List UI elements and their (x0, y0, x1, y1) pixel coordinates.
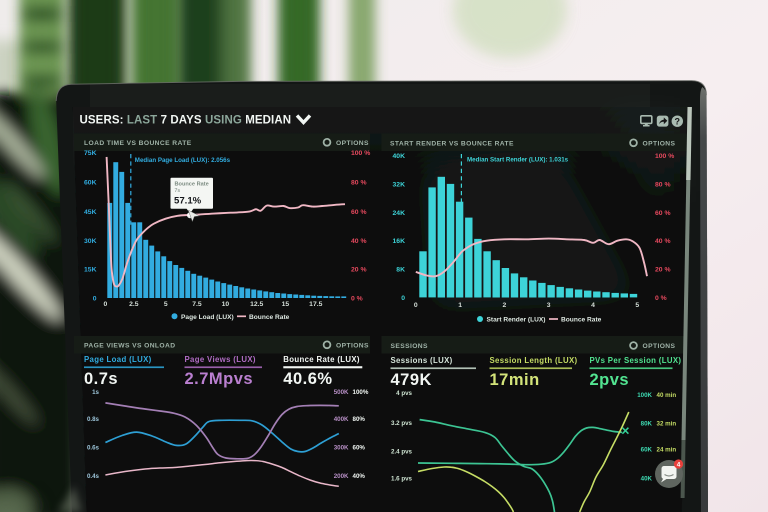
svg-text:60 %: 60 % (351, 209, 367, 216)
svg-text:OPTIONS: OPTIONS (336, 140, 369, 147)
svg-text:OPTIONS: OPTIONS (643, 343, 676, 350)
svg-text:0 %: 0 % (655, 295, 667, 302)
svg-text:0 %: 0 % (351, 296, 363, 303)
svg-text:PVs Per Session (LUX): PVs Per Session (LUX) (590, 356, 682, 365)
svg-text:Page Load (LUX): Page Load (LUX) (84, 355, 152, 364)
svg-text:40%: 40% (353, 473, 366, 480)
svg-text:5: 5 (164, 301, 168, 308)
svg-text:0: 0 (414, 302, 418, 309)
svg-text:2: 2 (503, 302, 507, 309)
svg-text:8K: 8K (396, 267, 405, 274)
svg-text:100%: 100% (353, 389, 369, 396)
svg-text:0: 0 (93, 296, 97, 303)
svg-text:Page Load (LUX): Page Load (LUX) (181, 314, 234, 321)
svg-text:479K: 479K (391, 371, 432, 389)
svg-text:4: 4 (591, 302, 595, 309)
svg-text:7s: 7s (175, 188, 181, 194)
svg-text:3: 3 (547, 302, 551, 309)
svg-text:0.6s: 0.6s (87, 445, 100, 452)
svg-text:17min: 17min (490, 371, 540, 389)
svg-text:24K: 24K (393, 210, 406, 217)
svg-text:0.7s: 0.7s (84, 370, 118, 388)
svg-text:PAGE VIEWS VS ONLOAD: PAGE VIEWS VS ONLOAD (84, 342, 175, 349)
svg-text:Median Page Load (LUX): 2.056s: Median Page Load (LUX): 2.056s (135, 157, 231, 164)
svg-text:1s: 1s (92, 389, 99, 396)
svg-text:5: 5 (635, 302, 639, 309)
svg-text:2pvs: 2pvs (590, 371, 630, 389)
svg-text:20 %: 20 % (351, 267, 367, 274)
svg-text:0.8s: 0.8s (87, 416, 100, 423)
svg-text:15: 15 (282, 301, 290, 308)
svg-text:OPTIONS: OPTIONS (336, 342, 369, 349)
svg-text:30K: 30K (84, 238, 97, 245)
svg-text:SESSIONS: SESSIONS (391, 343, 429, 350)
svg-text:40 %: 40 % (655, 238, 671, 245)
svg-text:40 %: 40 % (351, 238, 367, 245)
svg-text:0: 0 (104, 301, 108, 308)
svg-text:Session Length (LUX): Session Length (LUX) (490, 356, 578, 365)
svg-text:Sessions (LUX): Sessions (LUX) (391, 356, 453, 365)
svg-text:2.4 pvs: 2.4 pvs (391, 448, 413, 455)
svg-text:2.7Mpvs: 2.7Mpvs (185, 370, 254, 388)
svg-text:START RENDER VS BOUNCE RATE: START RENDER VS BOUNCE RATE (390, 140, 514, 147)
svg-text:100 %: 100 % (655, 153, 674, 160)
svg-text:3.2 pvs: 3.2 pvs (391, 420, 413, 427)
svg-text:Page Views (LUX): Page Views (LUX) (185, 355, 256, 364)
svg-text:40K: 40K (393, 153, 406, 160)
svg-text:10: 10 (222, 301, 230, 308)
svg-text:24 min: 24 min (657, 447, 677, 454)
svg-text:OPTIONS: OPTIONS (643, 140, 676, 147)
svg-text:Bounce Rate: Bounce Rate (561, 317, 602, 324)
svg-text:80 %: 80 % (351, 180, 367, 187)
svg-text:32K: 32K (393, 181, 406, 188)
svg-text:40.6%: 40.6% (283, 370, 332, 388)
svg-text:2.5: 2.5 (129, 301, 139, 308)
svg-text:45K: 45K (84, 209, 97, 216)
svg-text:0.4s: 0.4s (87, 473, 100, 480)
svg-text:LOAD TIME VS BOUNCE RATE: LOAD TIME VS BOUNCE RATE (84, 140, 192, 147)
svg-text:40K: 40K (641, 476, 653, 483)
svg-text:60K: 60K (84, 180, 97, 187)
svg-text:0: 0 (401, 295, 405, 302)
svg-text:100 %: 100 % (351, 150, 370, 157)
svg-text:400K: 400K (334, 416, 349, 423)
svg-text:Bounce Rate (LUX): Bounce Rate (LUX) (283, 355, 360, 364)
svg-text:12.5: 12.5 (250, 301, 263, 308)
svg-text:Bounce Rate: Bounce Rate (249, 314, 290, 321)
svg-text:60%: 60% (353, 445, 366, 452)
svg-text:200K: 200K (334, 473, 349, 480)
svg-text:?: ? (675, 117, 681, 127)
svg-text:4 pvs: 4 pvs (396, 390, 412, 397)
svg-text:100K: 100K (637, 392, 652, 399)
svg-text:80K: 80K (641, 421, 653, 428)
svg-text:60K: 60K (641, 447, 653, 454)
svg-text:300K: 300K (334, 445, 349, 452)
svg-text:Median Start Render (LUX): 1.0: Median Start Render (LUX): 1.031s (467, 157, 569, 164)
svg-text:Start Render (LUX): Start Render (LUX) (487, 317, 546, 324)
svg-text:32 min: 32 min (657, 421, 677, 428)
svg-text:75K: 75K (84, 150, 97, 157)
svg-text:7.5: 7.5 (192, 301, 202, 308)
svg-text:500K: 500K (334, 389, 349, 396)
svg-text:15K: 15K (84, 267, 97, 274)
svg-text:60 %: 60 % (655, 210, 671, 217)
svg-text:80 %: 80 % (655, 181, 671, 188)
svg-text:4: 4 (677, 462, 681, 469)
svg-text:USERS: LAST 7 DAYS USING MEDIA: USERS: LAST 7 DAYS USING MEDIAN (80, 115, 292, 127)
svg-text:20 %: 20 % (655, 267, 671, 274)
svg-text:17.5: 17.5 (309, 301, 322, 308)
svg-text:57.1%: 57.1% (174, 196, 202, 207)
svg-text:16K: 16K (393, 238, 406, 245)
svg-text:40 min: 40 min (657, 392, 677, 399)
svg-text:1.6 pvs: 1.6 pvs (391, 475, 413, 482)
svg-text:Bounce Rate: Bounce Rate (175, 182, 209, 188)
svg-text:1: 1 (458, 302, 462, 309)
svg-text:80%: 80% (353, 416, 366, 423)
